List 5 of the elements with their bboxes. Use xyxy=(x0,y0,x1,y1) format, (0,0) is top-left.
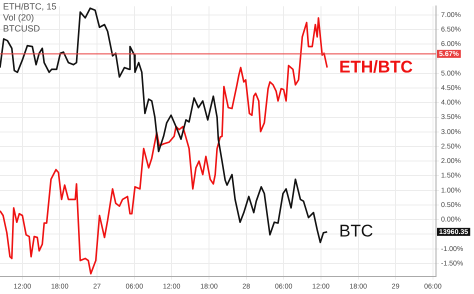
series-label: BTC xyxy=(339,222,374,241)
annotation: Vol (20) xyxy=(3,12,34,22)
annotation: ETH/BTC, 15 xyxy=(3,1,57,12)
series-label: ETH/BTC xyxy=(339,57,413,76)
annotation: BTCUSD xyxy=(3,23,40,34)
